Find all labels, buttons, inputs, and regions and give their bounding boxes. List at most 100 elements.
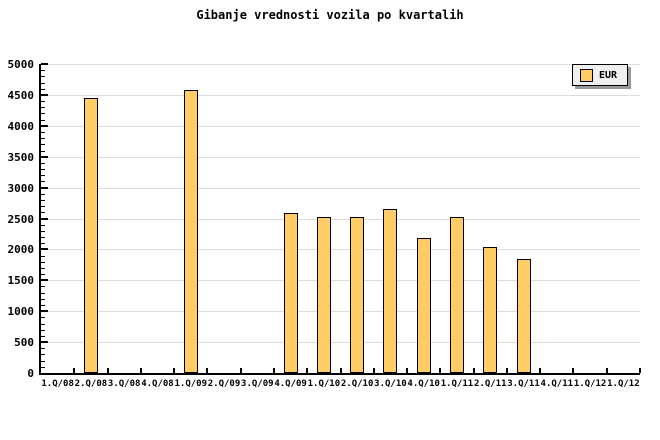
y-minor-tick xyxy=(41,305,45,306)
y-minor-tick xyxy=(41,107,45,108)
plot-area xyxy=(39,63,641,375)
gridline xyxy=(41,311,640,312)
y-minor-tick xyxy=(41,163,45,164)
x-axis-tick xyxy=(273,368,275,373)
x-axis-tick-label: 4.Q/09 xyxy=(274,379,307,389)
y-minor-tick xyxy=(41,89,45,90)
y-minor-tick xyxy=(41,194,45,195)
y-major-tick xyxy=(41,218,48,220)
x-axis-tick-label: 4.Q/08 xyxy=(141,379,174,389)
y-axis-tick-label: 4000 xyxy=(7,120,35,133)
x-axis-tick-label: 1.Q/08 xyxy=(41,379,74,389)
legend-series-label: EUR xyxy=(599,69,618,81)
gridline xyxy=(41,157,640,158)
y-axis-tick-label: 1000 xyxy=(7,305,35,318)
y-minor-tick xyxy=(41,144,45,145)
y-major-tick xyxy=(41,94,48,96)
y-major-tick xyxy=(41,125,48,127)
y-minor-tick xyxy=(41,330,45,331)
x-axis-tick xyxy=(606,368,608,373)
y-minor-tick xyxy=(41,175,45,176)
y-minor-tick xyxy=(41,169,45,170)
x-axis-tick xyxy=(107,368,109,373)
bar-3.Q/11 xyxy=(517,259,531,373)
y-minor-tick xyxy=(41,138,45,139)
x-axis-tick-label: 2.Q/09 xyxy=(207,379,241,389)
y-minor-tick xyxy=(41,361,45,362)
y-minor-tick xyxy=(41,151,45,152)
y-axis-tick-label: 1500 xyxy=(7,274,35,287)
y-major-tick xyxy=(41,341,48,343)
y-minor-tick xyxy=(41,268,45,269)
x-axis-tick-label: 2.Q/11 xyxy=(473,379,507,389)
y-minor-tick xyxy=(41,83,45,84)
x-axis-tick xyxy=(306,368,308,373)
x-axis-tick xyxy=(439,368,441,373)
y-minor-tick xyxy=(41,317,45,318)
y-minor-tick xyxy=(41,243,45,244)
y-minor-tick xyxy=(41,354,45,355)
x-axis-tick-label: 1.Q/11 xyxy=(440,379,474,389)
bar-1.Q/10 xyxy=(317,217,331,373)
y-minor-tick xyxy=(41,120,45,121)
x-axis-tick xyxy=(406,368,408,373)
x-axis-tick-label: 2.Q/08 xyxy=(74,379,108,389)
x-axis-tick xyxy=(206,368,208,373)
y-axis-tick-label: 2500 xyxy=(7,213,35,226)
gridline xyxy=(41,95,640,96)
x-axis-tick xyxy=(639,368,641,373)
x-axis-tick-label: 1.Q/09 xyxy=(174,379,208,389)
y-major-tick xyxy=(41,248,48,250)
x-axis-tick-label: 2.Q/10 xyxy=(340,379,374,389)
y-axis-tick-label: 3500 xyxy=(7,151,35,164)
gridline xyxy=(41,188,640,189)
y-minor-tick xyxy=(41,101,45,102)
y-minor-tick xyxy=(41,113,45,114)
y-axis-tick-label: 5000 xyxy=(7,58,35,71)
y-axis-labels: 0 500 1000 1500 2000 2500 3000 3500 4000 4500 5000 xyxy=(0,59,35,380)
y-axis-tick-label: 3000 xyxy=(7,182,35,195)
y-axis-tick-label: 500 xyxy=(14,336,34,349)
y-minor-tick xyxy=(41,76,45,77)
y-minor-tick xyxy=(41,206,45,207)
x-axis-tick-label: 1.Q/10 xyxy=(307,379,341,389)
y-major-tick xyxy=(41,279,48,281)
y-minor-tick xyxy=(41,132,45,133)
y-minor-tick xyxy=(41,324,45,325)
gridline xyxy=(41,249,640,250)
x-axis-tick xyxy=(173,368,175,373)
bar-4.Q/09 xyxy=(284,213,298,373)
y-minor-tick xyxy=(41,293,45,294)
y-axis-tick-label: 4500 xyxy=(7,89,35,102)
x-axis-tick-label: 3.Q/11 xyxy=(507,379,540,389)
y-axis-tick-label: 0 xyxy=(27,367,34,380)
x-axis-tick-label: 4.Q/11 xyxy=(540,379,574,389)
legend-swatch-icon xyxy=(580,68,593,82)
y-minor-tick xyxy=(41,181,45,182)
bar-1.Q/11 xyxy=(450,217,464,373)
x-axis-labels: 1.Q/08 2.Q/08 3.Q/08 4.Q/08 1.Q/09 2.Q/09 3.Q/… xyxy=(41,378,640,392)
x-axis-tick xyxy=(340,368,342,373)
y-minor-tick xyxy=(41,286,45,287)
x-axis-tick xyxy=(373,368,375,373)
gridline xyxy=(41,64,640,65)
x-axis-tick xyxy=(506,368,508,373)
y-minor-tick xyxy=(41,256,45,257)
y-major-tick xyxy=(41,156,48,158)
x-axis-tick xyxy=(73,368,75,373)
x-axis-tick-label: 3.Q/10 xyxy=(374,379,407,389)
legend-box: EUR xyxy=(572,64,628,86)
gridline xyxy=(41,219,640,220)
y-minor-tick xyxy=(41,274,45,275)
x-axis-tick xyxy=(539,368,541,373)
gridline xyxy=(41,342,640,343)
x-axis-tick-label: 3.Q/09 xyxy=(241,379,274,389)
y-minor-tick xyxy=(41,262,45,263)
bar-4.Q/10 xyxy=(417,238,431,373)
bar-2.Q/11 xyxy=(483,247,497,373)
x-axis-tick xyxy=(140,368,142,373)
x-axis-tick xyxy=(240,368,242,373)
x-axis-tick-label: 1.Q/12 xyxy=(607,379,640,389)
y-minor-tick xyxy=(41,336,45,337)
